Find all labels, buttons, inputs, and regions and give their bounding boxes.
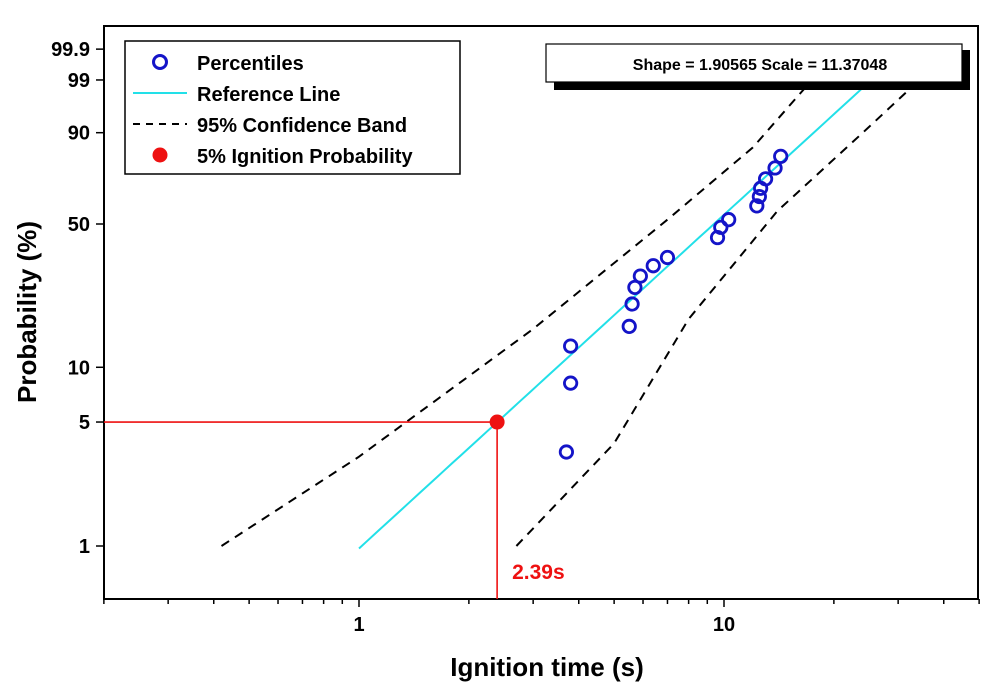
percentile-point — [757, 171, 774, 187]
x-axis-title: Ignition time (s) — [450, 652, 644, 682]
percentile-point — [563, 375, 579, 391]
confidence-band-lower — [515, 84, 914, 547]
percentile-point — [621, 318, 637, 335]
percentile-point — [721, 212, 737, 228]
percentile-point — [713, 219, 729, 235]
y-tick-label: 10 — [68, 357, 90, 379]
ignition-probability-point — [489, 414, 505, 430]
percentile-points-layer: 2.39s — [489, 148, 789, 584]
y-tick-label: 99.9 — [51, 39, 90, 61]
percentile-point — [773, 148, 789, 164]
percentile-point — [751, 188, 767, 205]
legend-marker-percentiles — [152, 54, 168, 70]
x-axis: 1 10 — [103, 599, 980, 636]
y-axis-title: Probability (%) — [12, 221, 42, 403]
confidence-band-upper — [220, 83, 809, 547]
parameters-box-frame — [545, 43, 963, 83]
legend: Percentiles Reference Line 95% Confidenc… — [124, 40, 461, 175]
y-axis: 1 5 10 50 90 99 99.9 — [51, 39, 104, 558]
x-tick-label: 10 — [713, 614, 735, 636]
legend-label-percentiles: Percentiles — [197, 53, 304, 75]
legend-label-confidence-band: 95% Confidence Band — [197, 115, 407, 137]
percentile-point — [624, 296, 640, 312]
y-tick-label: 5 — [79, 412, 90, 434]
percentile-point — [645, 258, 661, 274]
y-tick-label: 50 — [68, 214, 90, 236]
percentile-point — [558, 444, 574, 460]
annotation-layer — [104, 421, 498, 599]
legend-label-ignition-probability: 5% Ignition Probability — [197, 146, 413, 168]
plot-frame — [103, 25, 979, 600]
parameters-box: Shape = 1.90565 Scale = 11.37048 — [545, 43, 970, 90]
percentile-point — [749, 198, 765, 214]
y-tick-label: 1 — [79, 536, 90, 558]
percentile-point — [563, 338, 579, 354]
percentile-point — [632, 268, 648, 284]
legend-frame — [124, 40, 461, 175]
percentile-point — [659, 249, 676, 266]
confidence-band-layer — [220, 83, 914, 547]
x-tick-label: 1 — [353, 614, 364, 636]
ignition-time-label: 2.39s — [512, 561, 565, 584]
legend-marker-ignition-probability — [152, 147, 168, 163]
y-tick-label: 99 — [68, 70, 90, 92]
legend-label-reference-line: Reference Line — [197, 84, 340, 106]
y-tick-label: 90 — [68, 123, 90, 145]
percentile-point — [767, 160, 783, 176]
parameters-text: Shape = 1.90565 Scale = 11.37048 — [633, 57, 888, 74]
